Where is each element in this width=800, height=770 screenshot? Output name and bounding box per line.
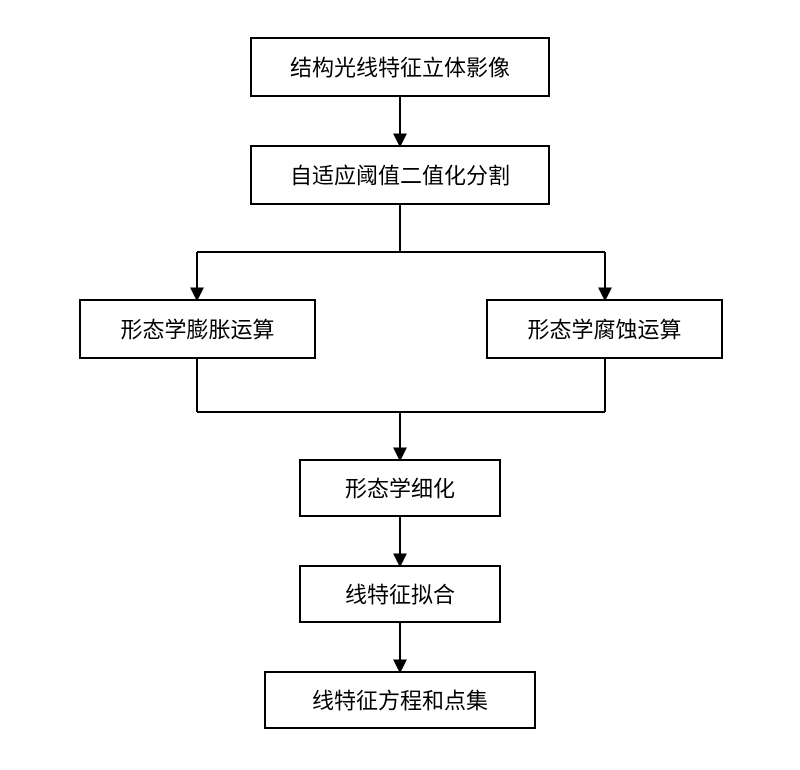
flow-node-label: 自适应阈值二值化分割 xyxy=(290,164,510,189)
flow-node-label: 形态学膨胀运算 xyxy=(120,318,274,343)
flow-node-n3: 形态学膨胀运算 xyxy=(80,300,315,358)
flow-node-label: 形态学细化 xyxy=(345,477,455,502)
flow-node-n7: 线特征方程和点集 xyxy=(265,672,535,728)
flow-node-label: 线特征拟合 xyxy=(345,583,455,608)
flow-node-label: 形态学腐蚀运算 xyxy=(527,318,681,343)
flow-node-label: 结构光线特征立体影像 xyxy=(290,56,510,81)
flow-node-n6: 线特征拟合 xyxy=(300,566,500,622)
flow-node-n2: 自适应阈值二值化分割 xyxy=(251,146,549,204)
flow-node-label: 线特征方程和点集 xyxy=(312,689,488,714)
flow-node-n5: 形态学细化 xyxy=(300,460,500,516)
flow-node-n4: 形态学腐蚀运算 xyxy=(487,300,722,358)
flow-node-n1: 结构光线特征立体影像 xyxy=(251,38,549,96)
